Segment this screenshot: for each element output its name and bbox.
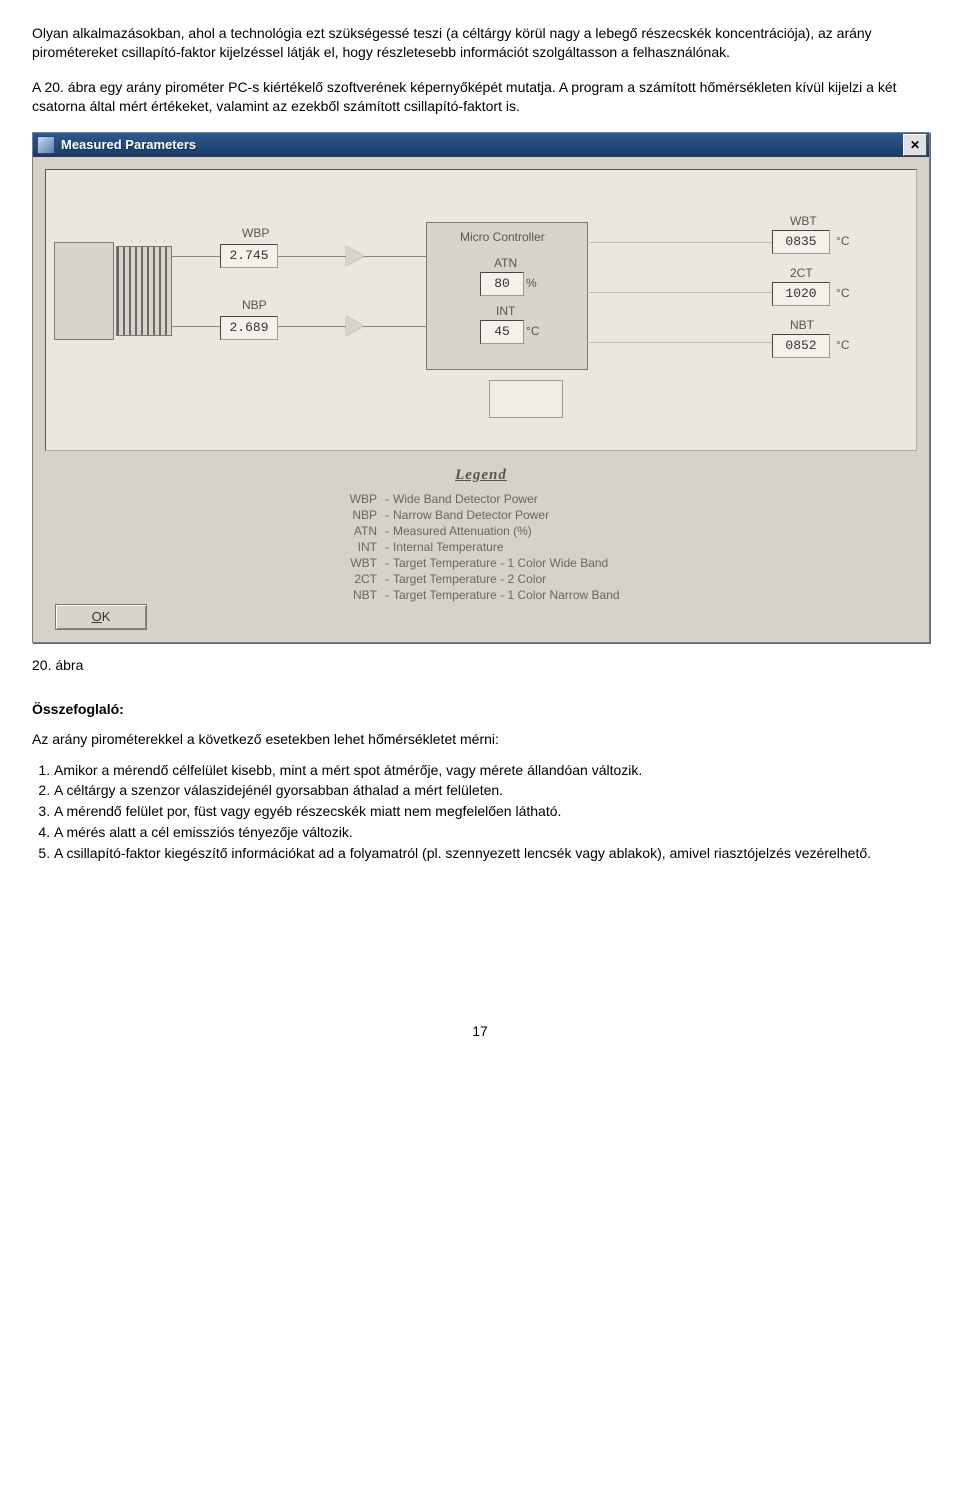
- tct-value: 1020: [772, 282, 830, 306]
- legend-row: NBP-Narrow Band Detector Power: [45, 508, 917, 522]
- sensor-body: [54, 242, 114, 340]
- list-item: A mérendő felület por, füst vagy egyéb r…: [54, 802, 928, 821]
- wbt-unit: C: [836, 234, 849, 248]
- int-label: INT: [496, 304, 515, 318]
- window-body: WBP 2.745 NBP 2.689 Micro Controller ATN…: [33, 157, 929, 642]
- amp-wbp-icon: [346, 246, 364, 266]
- page-number: 17: [32, 1023, 928, 1039]
- placeholder-box: [489, 380, 563, 418]
- atn-label: ATN: [494, 256, 517, 270]
- diagram-canvas: WBP 2.745 NBP 2.689 Micro Controller ATN…: [45, 169, 917, 451]
- nbp-value: 2.689: [220, 316, 278, 340]
- legend-desc: Target Temperature - 1 Color Wide Band: [393, 556, 917, 570]
- atn-value: 80: [480, 272, 524, 296]
- tct-unit: C: [836, 286, 849, 300]
- legend-row: NBT-Target Temperature - 1 Color Narrow …: [45, 588, 917, 602]
- legend-desc: Wide Band Detector Power: [393, 492, 917, 506]
- legend-desc: Internal Temperature: [393, 540, 917, 554]
- summary-intro: Az arány pirométerekkel a következő eset…: [32, 731, 928, 747]
- sensor-lens: [116, 246, 172, 336]
- figure-caption: 20. ábra: [32, 657, 928, 673]
- int-value: 45: [480, 320, 524, 344]
- line-nbt: [586, 342, 774, 343]
- legend-row: INT-Internal Temperature: [45, 540, 917, 554]
- legend-row: 2CT-Target Temperature - 2 Color: [45, 572, 917, 586]
- window-titlebar: Measured Parameters ✕: [33, 133, 929, 157]
- nbt-unit: C: [836, 338, 849, 352]
- microcontroller-box: [426, 222, 588, 370]
- legend-abbr: INT: [325, 540, 381, 554]
- line-wbp3: [364, 256, 426, 257]
- legend-desc: Narrow Band Detector Power: [393, 508, 917, 522]
- nbp-label: NBP: [242, 298, 267, 312]
- screenshot-window: Measured Parameters ✕ WBP 2.745 NBP 2.68…: [32, 132, 930, 643]
- amp-nbp-icon: [346, 316, 364, 336]
- wbp-value: 2.745: [220, 244, 278, 268]
- line-wbt: [586, 242, 774, 243]
- intro-paragraph-2: A 20. ábra egy arány pirométer PC-s kiér…: [32, 78, 928, 116]
- list-item: Amikor a mérendő célfelület kisebb, mint…: [54, 761, 928, 780]
- legend-row: WBP-Wide Band Detector Power: [45, 492, 917, 506]
- window-title: Measured Parameters: [61, 137, 901, 152]
- app-icon: [37, 136, 55, 154]
- legend-abbr: NBT: [325, 588, 381, 602]
- legend-abbr: ATN: [325, 524, 381, 538]
- legend-row: ATN-Measured Attenuation (%): [45, 524, 917, 538]
- intro-paragraph-1: Olyan alkalmazásokban, ahol a technológi…: [32, 24, 928, 62]
- list-item: A céltárgy a szenzor válaszidejénél gyor…: [54, 781, 928, 800]
- legend-abbr: NBP: [325, 508, 381, 522]
- nbt-label: NBT: [790, 318, 814, 332]
- mc-label: Micro Controller: [460, 230, 545, 244]
- tct-label: 2CT: [790, 266, 813, 280]
- wbt-value: 0835: [772, 230, 830, 254]
- list-item: A mérés alatt a cél emissziós tényezője …: [54, 823, 928, 842]
- list-item: A csillapító-faktor kiegészítő informáci…: [54, 844, 928, 863]
- summary-list: Amikor a mérendő célfelület kisebb, mint…: [54, 761, 928, 863]
- wbp-label: WBP: [242, 226, 269, 240]
- legend-abbr: 2CT: [325, 572, 381, 586]
- wbt-label: WBT: [790, 214, 817, 228]
- atn-unit: %: [526, 276, 537, 290]
- close-button[interactable]: ✕: [903, 134, 927, 156]
- legend-desc: Target Temperature - 2 Color: [393, 572, 917, 586]
- legend-desc: Measured Attenuation (%): [393, 524, 917, 538]
- legend-abbr: WBT: [325, 556, 381, 570]
- line-nbp3: [364, 326, 426, 327]
- legend-desc: Target Temperature - 1 Color Narrow Band: [393, 588, 917, 602]
- legend-section: Legend WBP-Wide Band Detector Power NBP-…: [45, 461, 917, 610]
- ok-button[interactable]: OK: [55, 604, 147, 630]
- nbt-value: 0852: [772, 334, 830, 358]
- summary-heading: Összefoglaló:: [32, 701, 928, 717]
- int-unit: C: [526, 324, 539, 338]
- legend-row: WBT-Target Temperature - 1 Color Wide Ba…: [45, 556, 917, 570]
- legend-abbr: WBP: [325, 492, 381, 506]
- line-2ct: [586, 292, 774, 293]
- legend-title: Legend: [45, 467, 917, 484]
